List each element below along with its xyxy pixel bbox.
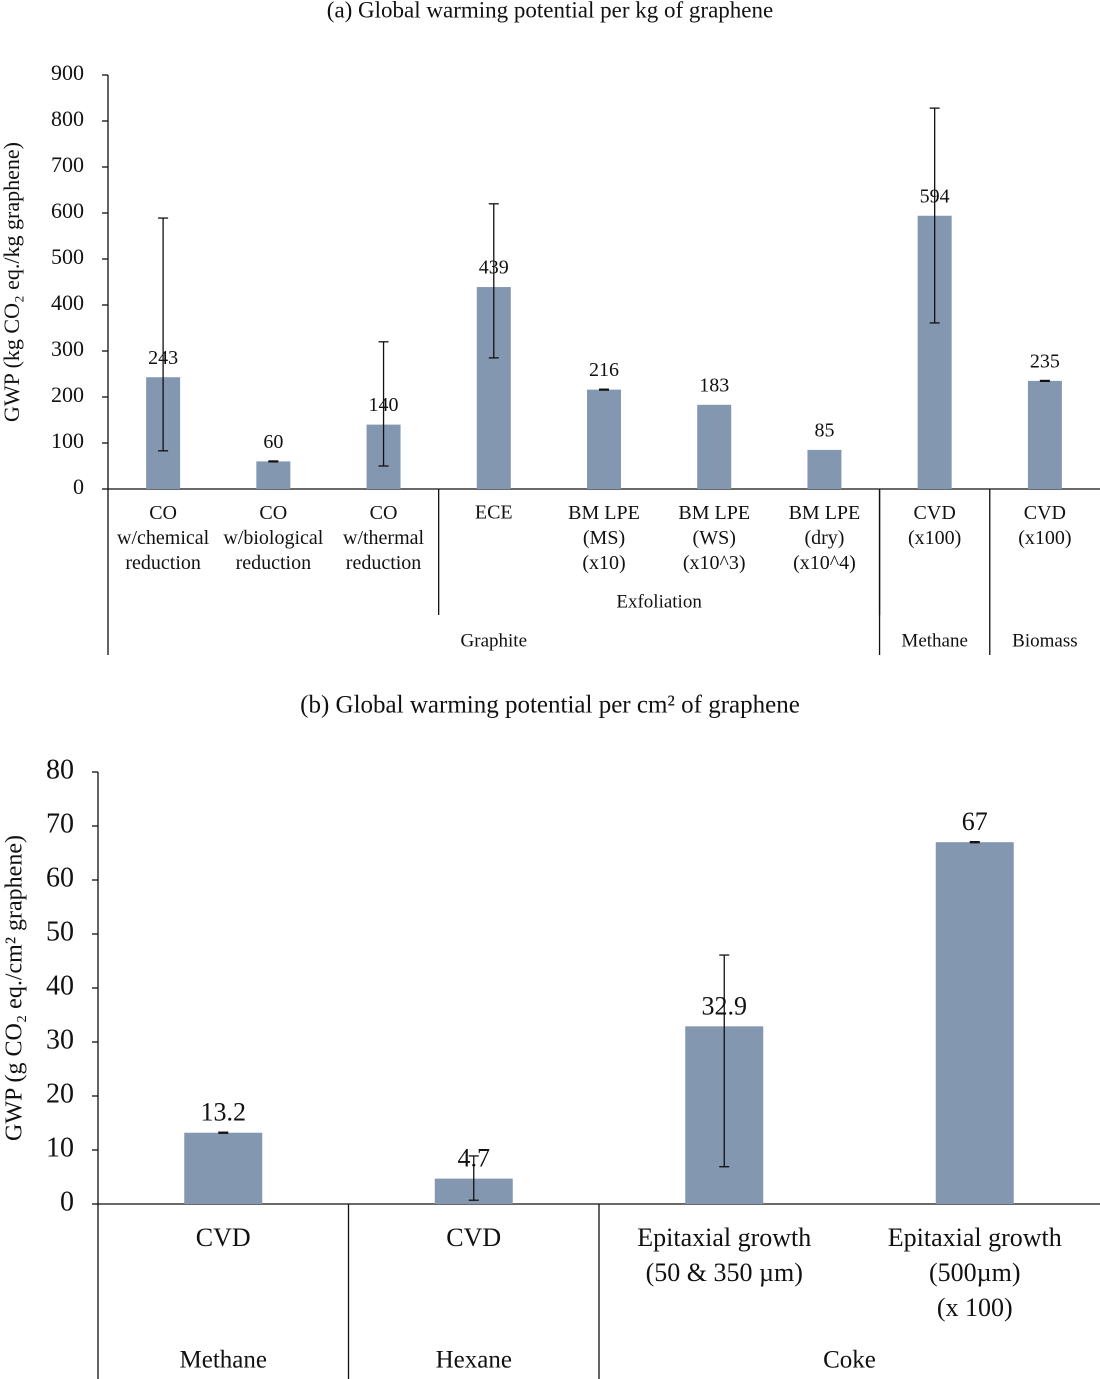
y-tick-label: 0	[60, 1186, 74, 1217]
error-bar	[719, 954, 730, 1168]
x-tick-label: BM LPE (dry) (x10^4)	[789, 502, 861, 574]
error-bar	[969, 841, 980, 844]
group-label: Coke	[823, 1347, 876, 1374]
group-label: Methane	[901, 630, 967, 651]
y-tick-label: 50	[46, 916, 74, 947]
bar	[256, 461, 291, 489]
y-tick-label: 10	[46, 1132, 74, 1163]
error-bar	[378, 341, 389, 467]
chart-title: (a) Global warming potential per kg of g…	[327, 0, 773, 22]
y-tick-label: 200	[51, 382, 84, 407]
x-tick-label: CVD	[446, 1223, 501, 1252]
data-label: 183	[699, 374, 729, 396]
chart-title: (b) Global warming potential per cm² of …	[300, 692, 800, 719]
y-tick-label: 600	[51, 198, 84, 223]
x-tick-label: CVD	[196, 1223, 251, 1252]
y-tick-label: 40	[46, 970, 74, 1001]
x-tick-label: BM LPE (WS) (x10^3)	[678, 502, 750, 574]
y-tick-label: 0	[73, 474, 84, 499]
error-bar	[268, 460, 279, 463]
x-tick-label: ECE	[475, 502, 513, 524]
x-tick-label: CVD (x100)	[908, 502, 961, 549]
group-label: Exfoliation	[616, 591, 702, 612]
bar	[697, 404, 732, 489]
x-tick-label: CO w/biological reduction	[223, 502, 323, 574]
y-axis-label: GWP (kg CO₂ eq./kg graphene)	[0, 142, 24, 422]
bar	[184, 1132, 263, 1204]
data-label: 216	[589, 359, 619, 381]
y-tick-label: 700	[51, 152, 84, 177]
y-tick-label: 30	[46, 1024, 74, 1055]
bar	[807, 449, 842, 489]
data-label: 13.2	[201, 1098, 247, 1127]
x-tick-label: Epitaxial growth (500µm) (x 100)	[888, 1223, 1062, 1322]
error-bar	[468, 1155, 479, 1201]
y-tick-label: 100	[51, 428, 84, 453]
bar	[587, 389, 621, 489]
group-label: Graphite	[461, 630, 527, 651]
error-bar	[218, 1131, 229, 1134]
y-tick-label: 60	[46, 862, 74, 893]
x-tick-label: Epitaxial growth (50 & 350 µm)	[637, 1223, 811, 1287]
x-tick-label: CVD (x100)	[1018, 502, 1071, 549]
y-tick-label: 900	[51, 60, 84, 85]
error-bar	[488, 203, 499, 359]
error-bar	[1039, 379, 1050, 383]
x-tick-label: BM LPE (MS) (x10)	[568, 502, 640, 574]
y-tick-label: 300	[51, 336, 84, 361]
group-label: Biomass	[1012, 630, 1077, 651]
y-axis-label: GWP (g CO₂ eq./cm² graphene)	[2, 835, 28, 1141]
data-label: 60	[263, 431, 283, 453]
y-tick-label: 20	[46, 1078, 74, 1109]
x-tick-label: CO w/chemical reduction	[117, 502, 210, 574]
y-tick-label: 70	[46, 808, 74, 839]
error-bar	[599, 388, 609, 391]
data-label: 85	[814, 419, 834, 441]
y-tick-label: 500	[51, 244, 84, 269]
y-tick-label: 80	[46, 754, 74, 785]
group-label: Methane	[180, 1347, 267, 1374]
bar	[1027, 380, 1062, 489]
y-tick-label: 400	[51, 290, 84, 315]
data-label: 235	[1030, 350, 1060, 372]
error-bar	[929, 107, 940, 324]
bar	[935, 842, 1014, 1204]
x-tick-label: CO w/thermal reduction	[343, 502, 425, 574]
group-label: Hexane	[436, 1347, 512, 1374]
data-label: 67	[962, 807, 988, 836]
y-tick-label: 800	[51, 106, 84, 131]
error-bar	[158, 217, 169, 452]
